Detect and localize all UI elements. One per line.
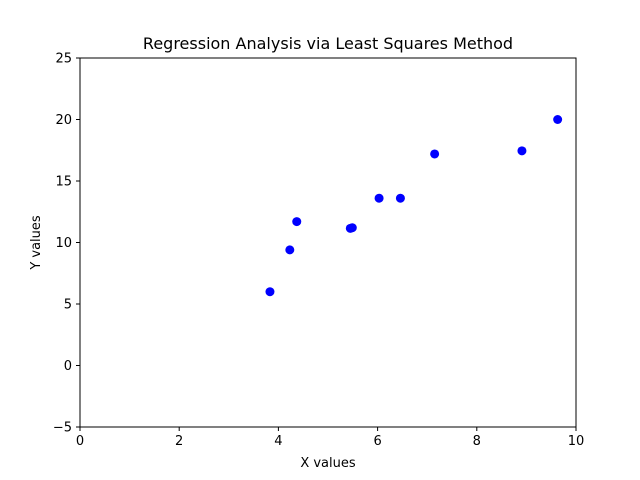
- axis-ticks: 0 2 4 6 8 10 −5 0 5 10 15 20 25: [53, 52, 584, 450]
- x-axis-label: X values: [300, 456, 356, 471]
- x-tick-label: 10: [568, 434, 585, 449]
- data-point: [553, 115, 563, 124]
- x-tick-label: 4: [274, 434, 282, 449]
- y-tick-label: 10: [55, 236, 72, 251]
- x-tick-label: 8: [473, 434, 481, 449]
- plot-frame: [79, 57, 577, 428]
- data-point: [374, 193, 384, 203]
- y-tick-label: 20: [55, 113, 72, 128]
- y-tick-label: −5: [53, 421, 72, 436]
- data-point: [292, 217, 302, 227]
- data-point: [347, 223, 357, 233]
- data-point: [395, 193, 405, 203]
- data-point: [517, 146, 527, 156]
- x-tick-label: 2: [175, 434, 183, 449]
- x-tick-label: 6: [373, 434, 381, 449]
- data-point: [265, 287, 275, 297]
- y-axis-label: Y values: [29, 215, 44, 271]
- y-tick-label: 5: [64, 298, 72, 313]
- chart-title: Regression Analysis via Least Squares Me…: [143, 34, 513, 53]
- data-point: [430, 149, 440, 159]
- y-tick-label: 0: [64, 359, 72, 374]
- plot-area: [80, 58, 576, 427]
- x-tick-label: 0: [76, 434, 84, 449]
- y-tick-label: 25: [55, 52, 72, 67]
- data-points: [265, 115, 563, 297]
- data-point: [285, 245, 295, 255]
- y-tick-label: 15: [55, 175, 72, 190]
